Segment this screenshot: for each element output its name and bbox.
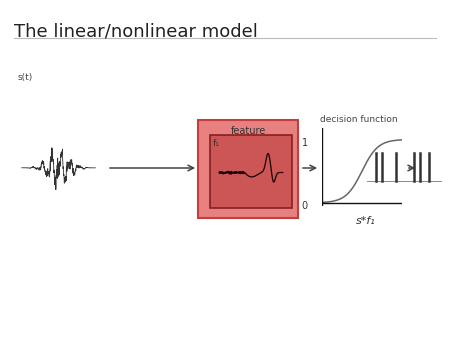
Text: r(t): r(t) [367,132,382,141]
Text: decision function: decision function [320,115,398,124]
Text: s(t): s(t) [18,73,33,82]
Text: The linear/nonlinear model: The linear/nonlinear model [14,22,258,40]
Bar [210,135,292,208]
Text: 0: 0 [302,201,308,211]
Text: feature: feature [230,126,266,136]
Bar [198,120,298,218]
Text: f₁: f₁ [213,139,220,148]
Text: 1: 1 [302,138,308,148]
Text: s*f₁: s*f₁ [356,216,376,226]
